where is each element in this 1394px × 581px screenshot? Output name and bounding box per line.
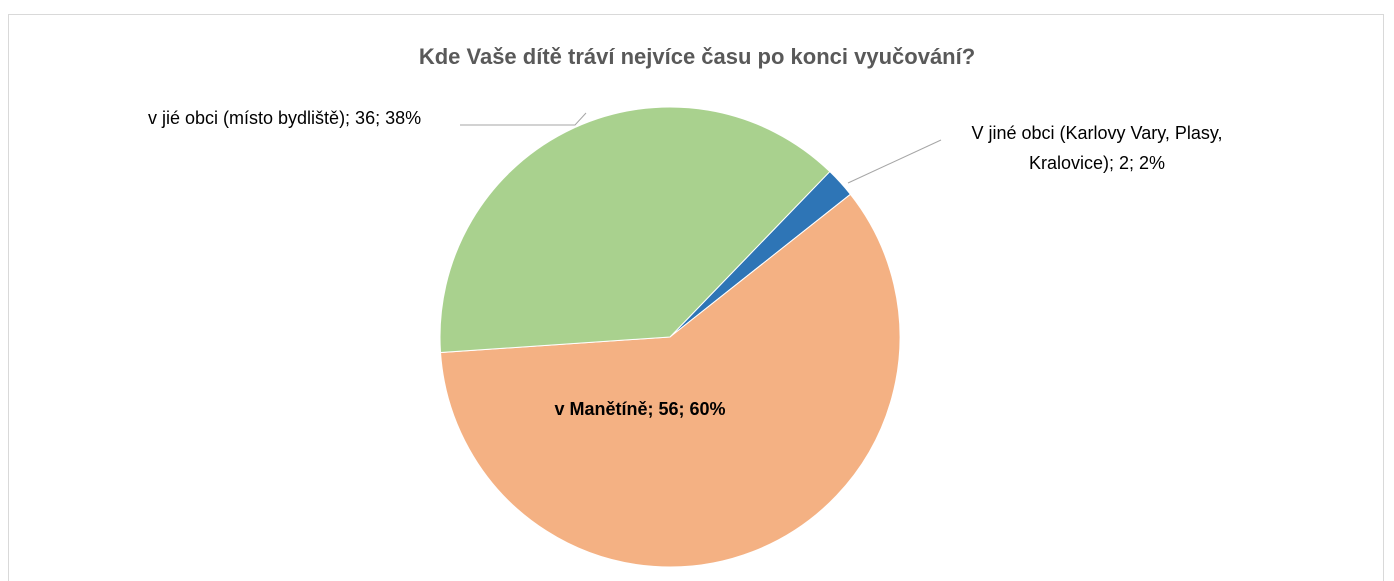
leader-line xyxy=(460,112,587,126)
pie-slice: v Manětíně xyxy=(439,193,901,568)
chart-title: Kde Vaše dítě tráví nejvíce času po konc… xyxy=(418,44,976,69)
pie-slice: v jié obci (místo bydliště) xyxy=(439,106,831,354)
data-label: v jié obci (místo bydliště); 36; 38% xyxy=(148,108,422,128)
data-label: v Manětíně; 56; 60% xyxy=(554,399,726,419)
leader-line xyxy=(847,139,942,184)
data-label: V jiné obci (Karlovy Vary, Plasy, Kralov… xyxy=(971,123,1223,173)
chart-frame xyxy=(8,14,1384,581)
